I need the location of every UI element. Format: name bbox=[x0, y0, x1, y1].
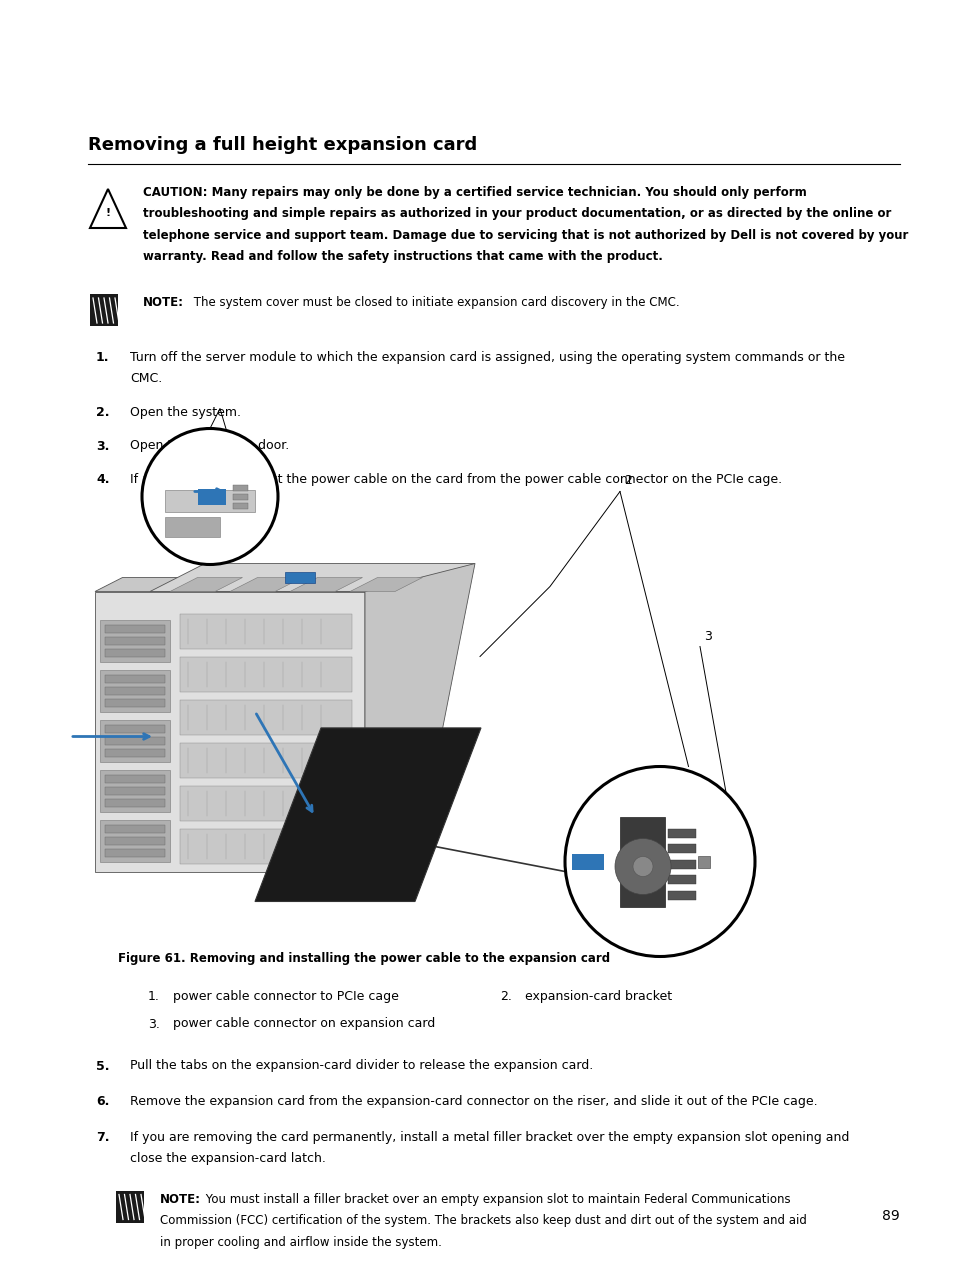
FancyBboxPatch shape bbox=[105, 625, 165, 633]
FancyBboxPatch shape bbox=[165, 516, 220, 536]
FancyBboxPatch shape bbox=[105, 686, 165, 695]
FancyBboxPatch shape bbox=[105, 737, 165, 744]
Polygon shape bbox=[350, 577, 422, 591]
Text: Open the system.: Open the system. bbox=[130, 406, 241, 418]
Circle shape bbox=[142, 429, 277, 564]
Polygon shape bbox=[285, 572, 314, 583]
Text: power cable connector to PCIe cage: power cable connector to PCIe cage bbox=[172, 989, 398, 1003]
Polygon shape bbox=[365, 577, 392, 871]
FancyBboxPatch shape bbox=[105, 724, 165, 733]
FancyBboxPatch shape bbox=[619, 817, 664, 907]
Text: 1.: 1. bbox=[148, 989, 160, 1003]
Text: 89: 89 bbox=[882, 1208, 899, 1224]
Text: Figure 61. Removing and installing the power cable to the expansion card: Figure 61. Removing and installing the p… bbox=[118, 951, 610, 965]
FancyBboxPatch shape bbox=[105, 786, 165, 795]
Text: Open the PCIe cage door.: Open the PCIe cage door. bbox=[130, 440, 289, 453]
Text: 3: 3 bbox=[703, 629, 711, 643]
Text: You must install a filler bracket over an empty expansion slot to maintain Feder: You must install a filler bracket over a… bbox=[202, 1192, 790, 1206]
Text: Commission (FCC) certification of the system. The brackets also keep dust and di: Commission (FCC) certification of the sy… bbox=[160, 1213, 806, 1227]
Text: 2.: 2. bbox=[499, 989, 512, 1003]
Polygon shape bbox=[290, 577, 362, 591]
Text: Removing a full height expansion card: Removing a full height expansion card bbox=[88, 136, 476, 153]
Text: expansion-card bracket: expansion-card bracket bbox=[524, 989, 672, 1003]
Text: Pull the tabs on the expansion-card divider to release the expansion card.: Pull the tabs on the expansion-card divi… bbox=[130, 1060, 593, 1073]
Text: If you are removing the card permanently, install a metal filler bracket over th: If you are removing the card permanently… bbox=[130, 1131, 848, 1144]
Text: If applicable, disconnect the power cable on the card from the power cable conne: If applicable, disconnect the power cabl… bbox=[130, 473, 781, 486]
FancyBboxPatch shape bbox=[667, 844, 696, 853]
FancyBboxPatch shape bbox=[698, 856, 709, 867]
Text: 1: 1 bbox=[247, 469, 254, 483]
FancyBboxPatch shape bbox=[180, 743, 352, 777]
Text: power cable connector on expansion card: power cable connector on expansion card bbox=[172, 1017, 435, 1031]
FancyBboxPatch shape bbox=[233, 502, 248, 508]
Polygon shape bbox=[365, 563, 475, 871]
FancyBboxPatch shape bbox=[105, 837, 165, 844]
FancyBboxPatch shape bbox=[180, 828, 352, 864]
Polygon shape bbox=[95, 591, 365, 871]
FancyBboxPatch shape bbox=[105, 648, 165, 657]
FancyBboxPatch shape bbox=[116, 1191, 144, 1222]
Polygon shape bbox=[170, 577, 242, 591]
Text: 1.: 1. bbox=[96, 351, 110, 364]
FancyBboxPatch shape bbox=[105, 848, 165, 856]
Circle shape bbox=[564, 766, 754, 956]
Polygon shape bbox=[230, 577, 302, 591]
FancyBboxPatch shape bbox=[180, 614, 352, 648]
Text: The system cover must be closed to initiate expansion card discovery in the CMC.: The system cover must be closed to initi… bbox=[190, 295, 679, 309]
FancyBboxPatch shape bbox=[100, 770, 170, 812]
Circle shape bbox=[615, 838, 670, 894]
Text: NOTE:: NOTE: bbox=[143, 295, 184, 309]
Polygon shape bbox=[95, 577, 392, 591]
Text: telephone service and support team. Damage due to servicing that is not authoriz: telephone service and support team. Dama… bbox=[143, 230, 907, 242]
Text: 2.: 2. bbox=[96, 406, 110, 418]
FancyBboxPatch shape bbox=[667, 875, 696, 884]
FancyBboxPatch shape bbox=[100, 670, 170, 711]
Text: 3.: 3. bbox=[96, 440, 110, 453]
Text: troubleshooting and simple repairs as authorized in your product documentation, : troubleshooting and simple repairs as au… bbox=[143, 208, 890, 221]
Text: 5.: 5. bbox=[96, 1060, 110, 1073]
Text: !: ! bbox=[106, 208, 111, 218]
Polygon shape bbox=[150, 563, 475, 591]
Text: 2: 2 bbox=[623, 474, 631, 487]
FancyBboxPatch shape bbox=[667, 860, 696, 869]
FancyBboxPatch shape bbox=[180, 785, 352, 820]
FancyBboxPatch shape bbox=[105, 799, 165, 806]
FancyBboxPatch shape bbox=[572, 853, 603, 870]
Polygon shape bbox=[254, 728, 480, 902]
Text: NOTE:: NOTE: bbox=[160, 1192, 201, 1206]
Text: in proper cooling and airflow inside the system.: in proper cooling and airflow inside the… bbox=[160, 1235, 441, 1249]
Text: 4.: 4. bbox=[96, 473, 110, 486]
FancyBboxPatch shape bbox=[100, 719, 170, 762]
FancyBboxPatch shape bbox=[667, 890, 696, 899]
FancyBboxPatch shape bbox=[100, 620, 170, 662]
FancyBboxPatch shape bbox=[105, 699, 165, 706]
FancyBboxPatch shape bbox=[100, 819, 170, 861]
FancyBboxPatch shape bbox=[198, 488, 226, 505]
Text: CAUTION: Many repairs may only be done by a certified service technician. You sh: CAUTION: Many repairs may only be done b… bbox=[143, 186, 806, 199]
FancyBboxPatch shape bbox=[180, 657, 352, 691]
FancyBboxPatch shape bbox=[105, 675, 165, 682]
FancyBboxPatch shape bbox=[105, 824, 165, 833]
FancyBboxPatch shape bbox=[105, 775, 165, 782]
Text: 7.: 7. bbox=[96, 1131, 110, 1144]
Text: 3.: 3. bbox=[148, 1017, 160, 1031]
Text: close the expansion-card latch.: close the expansion-card latch. bbox=[130, 1153, 326, 1165]
Text: 6.: 6. bbox=[96, 1096, 110, 1108]
FancyBboxPatch shape bbox=[233, 493, 248, 500]
Text: CMC.: CMC. bbox=[130, 373, 162, 385]
FancyBboxPatch shape bbox=[105, 748, 165, 757]
FancyBboxPatch shape bbox=[667, 828, 696, 837]
FancyBboxPatch shape bbox=[165, 489, 254, 511]
Text: Remove the expansion card from the expansion-card connector on the riser, and sl: Remove the expansion card from the expan… bbox=[130, 1096, 817, 1108]
FancyBboxPatch shape bbox=[233, 484, 248, 491]
FancyBboxPatch shape bbox=[180, 700, 352, 734]
Text: Turn off the server module to which the expansion card is assigned, using the op: Turn off the server module to which the … bbox=[130, 351, 844, 364]
Circle shape bbox=[633, 856, 652, 876]
FancyBboxPatch shape bbox=[105, 637, 165, 644]
FancyBboxPatch shape bbox=[90, 294, 118, 326]
Text: warranty. Read and follow the safety instructions that came with the product.: warranty. Read and follow the safety ins… bbox=[143, 251, 662, 264]
